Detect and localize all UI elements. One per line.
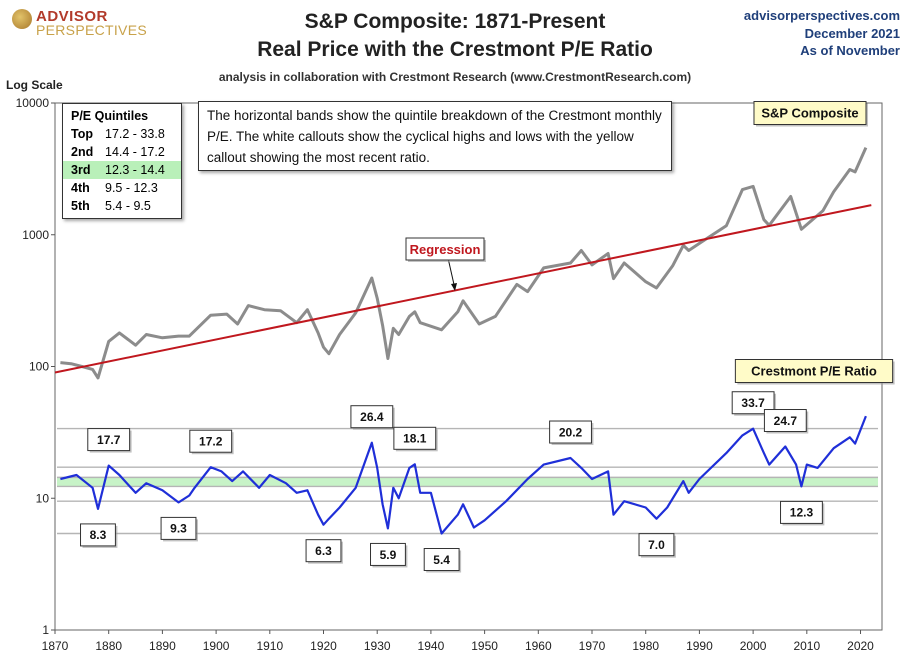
x-tick-label: 1990 [686, 639, 713, 653]
explanation-note: The horizontal bands show the quintile b… [198, 101, 672, 171]
quintile-label: 5th [71, 199, 90, 213]
quintile-range: 17.2 - 33.8 [105, 127, 165, 141]
quintile-range: 9.5 - 12.3 [105, 181, 158, 195]
regression-line [54, 204, 872, 374]
quintile-row-2nd: 2nd 14.4 - 17.2 [63, 143, 181, 161]
pe-callout-label: 24.7 [774, 414, 798, 428]
y-tick-label: 1 [42, 623, 49, 637]
y-tick-label: 10000 [16, 96, 50, 110]
quintile-range: 12.3 - 14.4 [105, 163, 165, 177]
pe-callout-label: 9.3 [170, 522, 187, 536]
pe-callout-label: 7.0 [648, 538, 665, 552]
pe-callout-label: 5.4 [433, 553, 450, 567]
quintile-row-5th: 5th 5.4 - 9.5 [63, 197, 181, 215]
quintile-label: Top [71, 127, 93, 141]
pe-callout-label: 26.4 [360, 410, 384, 424]
x-tick-label: 1870 [42, 639, 69, 653]
x-tick-label: 1910 [256, 639, 283, 653]
y-tick-label: 100 [29, 360, 49, 374]
pe-callout-label: 8.3 [90, 528, 107, 542]
site-name: advisorperspectives.com [743, 8, 900, 23]
crestmont-pe-legend-label-box [734, 359, 894, 383]
quintile-row-3rd: 3rd 12.3 - 14.4 [63, 161, 181, 179]
pe-callout-label: 17.7 [97, 433, 121, 447]
pe-callout-label-box [780, 500, 823, 524]
x-tick-label: 2010 [793, 639, 820, 653]
regression-arrow-head [451, 283, 457, 291]
quintile-band-3rd [57, 477, 878, 487]
quintile-heading: P/E Quintiles [71, 109, 149, 123]
x-tick-label: 1960 [525, 639, 552, 653]
sp-composite-legend-label-box [753, 101, 867, 125]
pe-callout-label-box [423, 548, 460, 572]
chart-title: S&P Composite: 1871-Present [304, 10, 606, 33]
pe-callout-label: 12.3 [790, 506, 814, 520]
x-tick-label: 2020 [847, 639, 874, 653]
x-tick-label: 1940 [418, 639, 445, 653]
pe-callout-label: 17.2 [199, 435, 223, 449]
quintile-legend: P/E Quintiles Top 17.2 - 33.8 2nd 14.4 -… [62, 103, 182, 219]
pe-callout-label: 33.7 [741, 396, 765, 410]
crestmont-pe-legend-label: Crestmont P/E Ratio [751, 364, 877, 379]
y-tick-label: 1000 [22, 228, 49, 242]
pe-callout-label: 18.1 [403, 432, 427, 446]
pe-callout-label-box [638, 533, 675, 557]
pe-callout-label-box [763, 409, 807, 433]
sp-composite-legend-label: S&P Composite [761, 106, 858, 121]
sp-composite-line [60, 146, 868, 380]
brand-line1: ADVISOR [36, 8, 108, 25]
y-axis-label: Log Scale [6, 78, 63, 92]
chart-title-line2: Real Price with the Crestmont P/E Ratio [257, 38, 653, 61]
pe-callout-label-box [731, 391, 775, 415]
as-of-label: As of November [800, 43, 900, 58]
pe-callout-label-box [549, 420, 592, 444]
y-tick-label: 10 [36, 491, 50, 505]
x-tick-label: 1970 [579, 639, 606, 653]
x-tick-label: 1900 [203, 639, 230, 653]
quintile-range: 14.4 - 17.2 [105, 145, 165, 159]
regression-label: Regression [410, 242, 481, 257]
quintile-row-4th: 4th 9.5 - 12.3 [63, 179, 181, 197]
pe-callout-label-box [393, 426, 437, 450]
quintile-label: 3rd [71, 163, 91, 177]
quintile-row-top: Top 17.2 - 33.8 [63, 125, 181, 143]
pe-callout-label-box [87, 428, 131, 452]
quintile-label: 4th [71, 181, 90, 195]
x-tick-label: 1950 [471, 639, 498, 653]
pe-callout-label: 20.2 [559, 425, 583, 439]
pe-callout-label-box [350, 405, 394, 429]
x-tick-label: 1880 [95, 639, 122, 653]
date-label: December 2021 [804, 26, 900, 41]
crestmont-pe-line [60, 415, 867, 535]
pe-callout-label: 5.9 [380, 548, 397, 562]
quintile-range: 5.4 - 9.5 [105, 199, 151, 213]
advisor-perspectives-logo-icon [12, 9, 32, 29]
quintile-label: 2nd [71, 145, 94, 159]
x-tick-label: 2000 [740, 639, 767, 653]
x-tick-label: 1980 [632, 639, 659, 653]
x-tick-label: 1920 [310, 639, 337, 653]
pe-callout-label: 6.3 [315, 544, 332, 558]
pe-callout-label-box [80, 523, 116, 547]
pe-callout-label-box [305, 539, 342, 563]
pe-callout-label-box [370, 542, 406, 566]
regression-label-box [405, 237, 485, 261]
chart-subtitle: analysis in collaboration with Crestmont… [218, 70, 692, 84]
pe-callout-label-box [189, 429, 233, 453]
pe-callout-label-box [160, 516, 197, 540]
x-tick-label: 1930 [364, 639, 391, 653]
x-tick-label: 1890 [149, 639, 176, 653]
brand-line2: PERSPECTIVES [36, 22, 147, 38]
